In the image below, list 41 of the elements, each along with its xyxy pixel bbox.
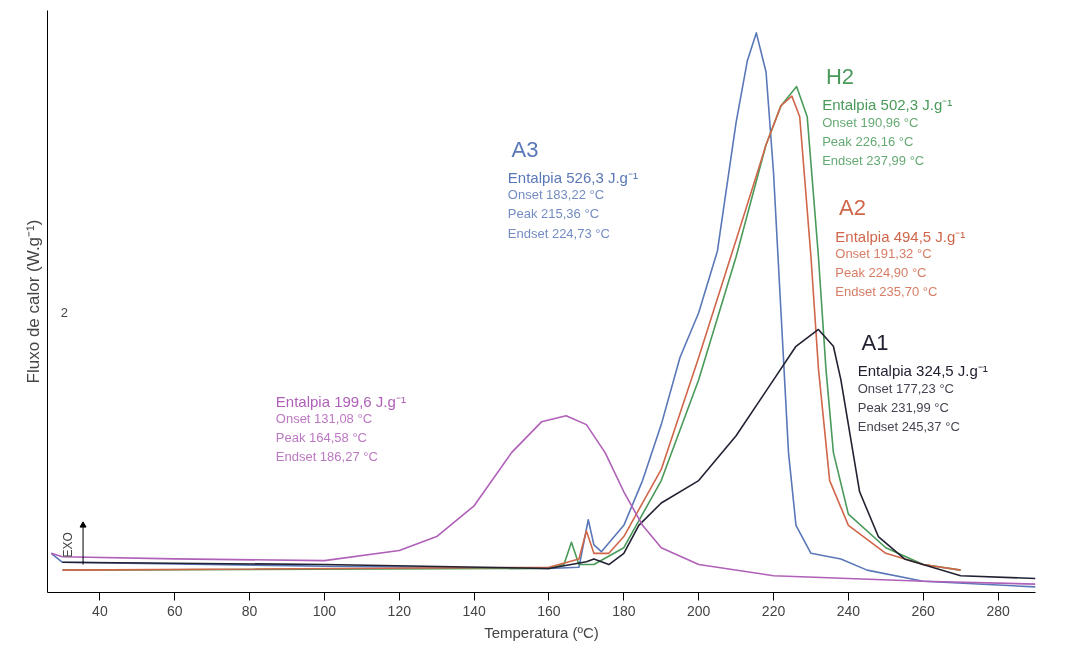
annotation: Peak 215,36 °C: [507, 206, 600, 222]
annotation: Endset 237,99 °C: [822, 152, 925, 168]
x-tick-label: 140: [462, 602, 487, 619]
text: A3: [511, 136, 539, 162]
x-tick-label: 240: [836, 602, 861, 619]
annotation: Endset 186,27 °C: [275, 449, 378, 465]
x-tick-label: 160: [537, 602, 561, 619]
annotation: Entalpia 526,3 J.g⁻¹: [507, 169, 638, 187]
annotation: Entalpia 502,3 J.g⁻¹: [822, 96, 953, 114]
annotation: Entalpia 494,5 J.g⁻¹: [835, 227, 966, 245]
annotation: Peak 224,90 °C: [835, 265, 927, 281]
annotation: Entalpia 199,6 J.g⁻¹: [275, 393, 406, 411]
x-tick-label: 60: [166, 602, 183, 619]
annotation: Endset 235,70 °C: [835, 284, 938, 300]
annotation: Endset 224,73 °C: [507, 225, 610, 241]
x-tick-label: 100: [312, 602, 337, 619]
annotation: 2: [60, 305, 68, 321]
x-axis-title: Temperatura (ºC): [484, 623, 599, 641]
annotation: Onset 190,96 °C: [822, 114, 919, 130]
x-tick-label: 280: [986, 602, 1010, 619]
annotation: Onset 183,22 °C: [507, 187, 605, 203]
x-tick-label: 200: [687, 602, 711, 619]
annotation: Peak 164,58 °C: [275, 430, 367, 446]
series-label: A1: [861, 329, 889, 355]
x-tick-label: 220: [761, 602, 786, 619]
annotation: Onset 177,23 °C: [857, 380, 954, 396]
annotation: Entalpia 324,5 J.g⁻¹: [857, 362, 988, 380]
x-tick-label: 180: [612, 602, 636, 619]
annotation: Onset 191,32 °C: [835, 246, 932, 262]
annotation: Endset 245,37 °C: [857, 418, 960, 434]
annotation: Peak 226,16 °C: [822, 133, 914, 149]
x-tick-label: 40: [92, 602, 108, 619]
x-tick-label: 260: [911, 602, 936, 619]
annotation: Peak 231,99 °C: [857, 399, 949, 415]
annotation: Onset 131,08 °C: [275, 411, 373, 427]
x-tick-label: 120: [387, 602, 412, 619]
x-tick-label: 80: [241, 602, 258, 619]
series-label: A2: [839, 195, 866, 221]
annotation: EXO: [61, 532, 76, 558]
series-label: H2: [825, 63, 855, 89]
y-axis-title: Fluxo de calor (W.g⁻¹): [23, 219, 43, 384]
